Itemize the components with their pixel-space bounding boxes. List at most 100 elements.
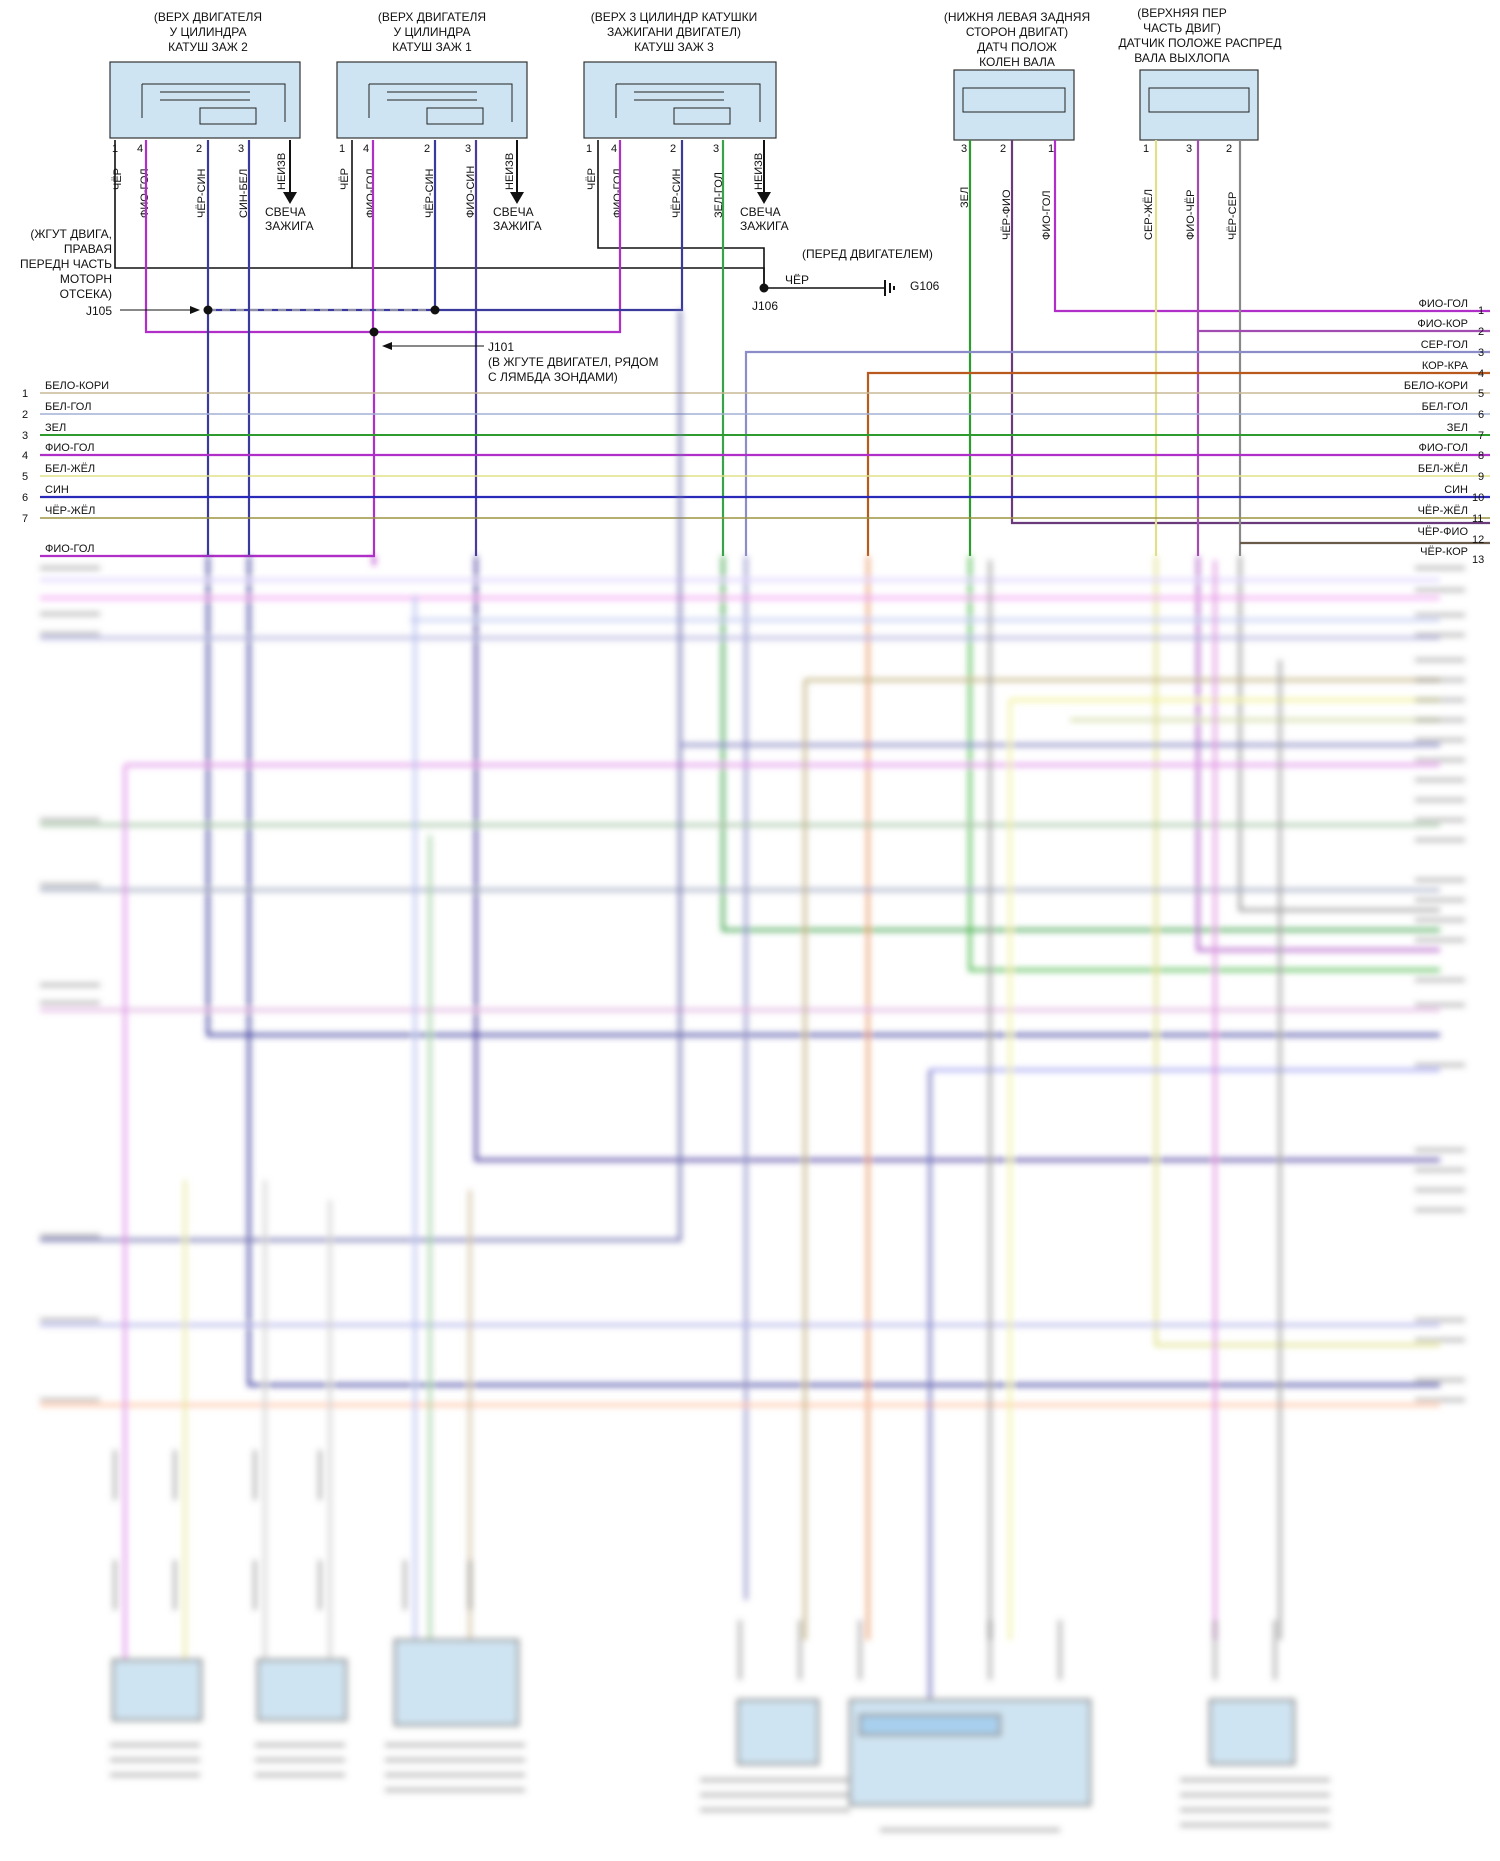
row-number: 4 xyxy=(22,450,28,462)
pin-number: 2 xyxy=(670,143,676,155)
wire-label: ЧЁР xyxy=(112,168,124,190)
coil-1-title-1: (ВЕРХ ДВИГАТЕЛЯ xyxy=(378,10,486,24)
cmp-title-1: (ВЕРХНЯЯ ПЕР xyxy=(1137,6,1226,20)
j105-note: МОТОРН xyxy=(60,272,112,286)
ckp-title-2: СТОРОН ДВИГАТ) xyxy=(966,25,1068,39)
row-number: 5 xyxy=(22,471,28,483)
wire-label: ЧЁР-СИН xyxy=(196,168,208,218)
pin-number: 3 xyxy=(961,143,967,155)
pin-number: 2 xyxy=(1000,143,1006,155)
coil-1-title-2: У ЦИЛИНДРА xyxy=(394,25,471,39)
coil-1-title-3: КАТУШ ЗАЖ 1 xyxy=(392,40,472,54)
right-row-label: ФИО-КОР xyxy=(1417,318,1468,330)
coil-2: (ВЕРХ ДВИГАТЕЛЯ У ЦИЛИНДРА КАТУШ ЗАЖ 2 xyxy=(109,10,301,139)
wire-label: ЗЕЛ xyxy=(959,187,971,208)
wire-label: СИН-БЕЛ xyxy=(238,169,250,218)
pin-number: 2 xyxy=(424,143,430,155)
wire-label: ФИО-СИН xyxy=(465,166,477,218)
spark-label: ЗАЖИГА xyxy=(493,219,542,233)
coil-3-title-3: КАТУШ ЗАЖ 3 xyxy=(634,40,714,54)
ckp-title-1: (НИЖНЯ ЛЕВАЯ ЗАДНЯЯ xyxy=(944,10,1090,24)
j101-note: (В ЖГУТЕ ДВИГАТЕЛ, РЯДОМ xyxy=(488,355,658,369)
right-row-number: 7 xyxy=(1478,430,1484,442)
ckp-title-3: ДАТЧ ПОЛОЖ xyxy=(977,40,1057,54)
spark-label: ЗАЖИГА xyxy=(265,219,314,233)
right-row-label: БЕЛ-ГОЛ xyxy=(1422,401,1468,413)
j105-note: ПРАВАЯ xyxy=(64,242,112,256)
pin-number: 4 xyxy=(137,143,143,155)
pin-number: 3 xyxy=(713,143,719,155)
right-row-number: 12 xyxy=(1472,534,1484,546)
wire-label: ЧЁР xyxy=(586,168,598,190)
camshaft-sensor: (ВЕРХНЯЯ ПЕР ЧАСТЬ ДВИГ) ДАТЧИК ПОЛОЖЕ Р… xyxy=(1118,6,1282,141)
row-label: СИН xyxy=(45,484,69,496)
pin-number: 3 xyxy=(238,143,244,155)
spark-plugs: СВЕЧА ЗАЖИГА СВЕЧА ЗАЖИГА СВЕЧА ЗАЖИГА xyxy=(265,140,789,233)
coil-3: (ВЕРХ 3 ЦИЛИНДР КАТУШКИ ЗАЖИГАНИ ДВИГАТЕ… xyxy=(583,10,777,139)
j105-label: J105 xyxy=(86,304,112,318)
pin-number: 3 xyxy=(1186,143,1192,155)
pin-number: 3 xyxy=(465,143,471,155)
right-row-number: 1 xyxy=(1478,305,1484,317)
spark-label: ЗАЖИГА xyxy=(740,219,789,233)
splice-j106 xyxy=(759,283,769,293)
ground-icon xyxy=(884,280,895,296)
right-row-number: 2 xyxy=(1478,326,1484,338)
coil-2-title-1: (ВЕРХ ДВИГАТЕЛЯ xyxy=(154,10,262,24)
wire-label: ФИО-ЧЁР xyxy=(1185,190,1197,241)
wire-label: ЧЁР-СИН xyxy=(424,168,436,218)
j101-note: С ЛЯМБДА ЗОНДАМИ) xyxy=(488,370,618,384)
coil-1: (ВЕРХ ДВИГАТЕЛЯ У ЦИЛИНДРА КАТУШ ЗАЖ 1 xyxy=(336,10,528,139)
right-row-label: ФИО-ГОЛ xyxy=(1419,442,1468,454)
right-row-number: 6 xyxy=(1478,409,1484,421)
row-number: 3 xyxy=(22,430,28,442)
row-label: ЗЕЛ xyxy=(45,422,66,434)
right-row-number: 3 xyxy=(1478,347,1484,359)
wire-label: НЕИЗВ xyxy=(504,153,516,190)
splice-j105 xyxy=(203,305,213,315)
blurred-lower-region xyxy=(40,310,1465,1832)
coil-3-title-1: (ВЕРХ 3 ЦИЛИНДР КАТУШКИ xyxy=(591,10,758,24)
right-row-label: БЕЛ-ЖЁЛ xyxy=(1418,463,1468,475)
row-label: ФИО-ГОЛ xyxy=(45,543,94,555)
cmp-title-2: ЧАСТЬ ДВИГ) xyxy=(1143,21,1221,35)
pin-number: 4 xyxy=(611,143,617,155)
top-wires xyxy=(114,140,1490,558)
right-row-label: ЗЕЛ xyxy=(1447,422,1468,434)
wire-label: ЧЁР xyxy=(339,168,351,190)
wire-label: ФИО-ГОЛ xyxy=(1041,191,1053,240)
row-number: 6 xyxy=(22,492,28,504)
row-label: ЧЁР-ЖЁЛ xyxy=(45,505,95,517)
right-row-number: 11 xyxy=(1472,513,1483,525)
cmp-title-4: ВАЛА ВЫХЛОПА xyxy=(1134,51,1230,65)
wire-label: СЕР-ЖЁЛ xyxy=(1143,189,1155,240)
wire-label: ЧЁР-ФИО xyxy=(1001,189,1013,240)
row-number: 7 xyxy=(22,513,28,525)
pin-number: 2 xyxy=(196,143,202,155)
row-number: 1 xyxy=(22,388,28,400)
left-rows: 1 2 3 4 5 6 7 БЕЛО-КОРИ БЕЛ-ГОЛ ЗЕЛ ФИО-… xyxy=(22,380,1490,558)
splices: (ЖГУТ ДВИГА, ПРАВАЯ ПЕРЕДН ЧАСТЬ МОТОРН … xyxy=(20,227,940,384)
right-row-number: 8 xyxy=(1478,450,1484,462)
front-note: (ПЕРЕД ДВИГАТЕЛЕМ) xyxy=(802,247,933,261)
right-row-label: СЕР-ГОЛ xyxy=(1421,339,1468,351)
row-number: 2 xyxy=(22,409,28,421)
j106-wire: ЧЁР xyxy=(785,273,809,287)
wire-label: НЕИЗВ xyxy=(276,153,288,190)
j105-note: ПЕРЕДН ЧАСТЬ xyxy=(20,257,112,271)
wire-label: ФИО-ГОЛ xyxy=(612,169,624,218)
right-row-label: КОР-КРА xyxy=(1422,360,1469,372)
right-row-label: ЧЁР-ФИО xyxy=(1418,526,1469,538)
row-label: БЕЛ-ЖЁЛ xyxy=(45,463,95,475)
pin-number: 1 xyxy=(586,143,592,155)
right-row-number: 4 xyxy=(1478,368,1484,380)
coil-2-title-3: КАТУШ ЗАЖ 2 xyxy=(168,40,248,54)
j106-label: J106 xyxy=(752,299,778,313)
ckp-title-4: КОЛЕН ВАЛА xyxy=(979,55,1055,69)
coil-3-title-2: ЗАЖИГАНИ ДВИГАТЕЛ) xyxy=(607,25,741,39)
coil-2-title-2: У ЦИЛИНДРА xyxy=(170,25,247,39)
j101-label: J101 xyxy=(488,340,514,354)
ground-label: G106 xyxy=(910,279,940,293)
j105-note: ОТСЕКА) xyxy=(60,287,112,301)
